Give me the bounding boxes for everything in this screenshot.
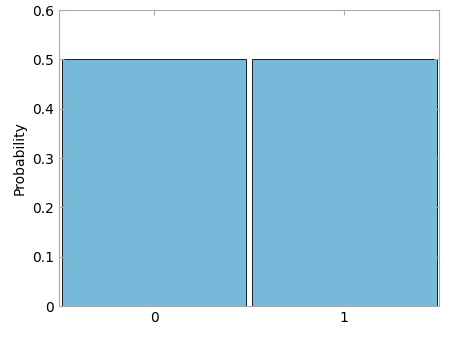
Bar [252,59,437,306]
Y-axis label: Probability: Probability [13,121,26,195]
Bar [62,59,246,306]
